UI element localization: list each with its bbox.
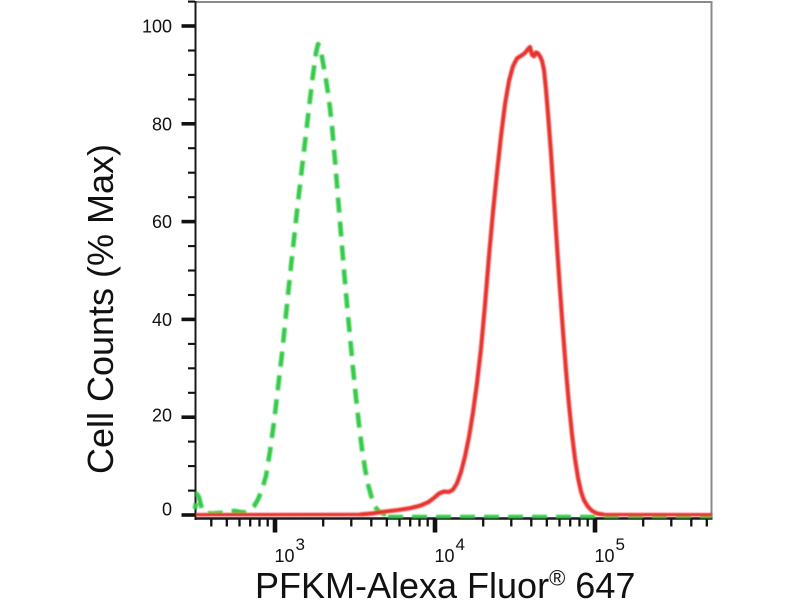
svg-text:PFKM-Alexa Fluor® 647: PFKM-Alexa Fluor® 647 xyxy=(255,565,635,600)
svg-text:10: 10 xyxy=(595,546,615,566)
svg-text:10: 10 xyxy=(275,546,295,566)
svg-text:3: 3 xyxy=(296,535,305,554)
svg-text:10: 10 xyxy=(435,546,455,566)
svg-text:5: 5 xyxy=(616,535,625,554)
svg-text:80: 80 xyxy=(152,114,172,134)
svg-text:20: 20 xyxy=(152,405,172,425)
svg-text:Cell Counts (% Max): Cell Counts (% Max) xyxy=(80,144,121,474)
svg-text:0: 0 xyxy=(162,500,172,520)
svg-text:100: 100 xyxy=(142,17,172,37)
svg-text:60: 60 xyxy=(152,212,172,232)
svg-text:4: 4 xyxy=(456,535,465,554)
svg-text:40: 40 xyxy=(152,310,172,330)
